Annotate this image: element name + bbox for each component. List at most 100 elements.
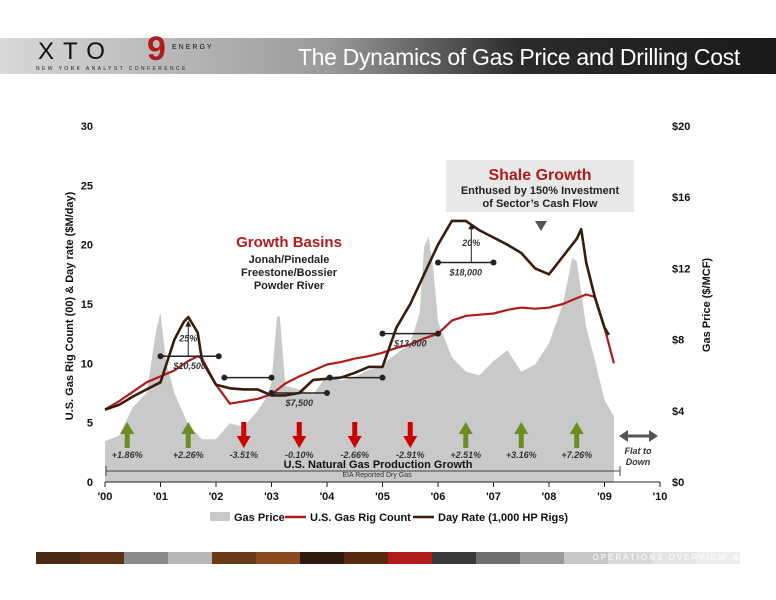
annotation-layer: Growth Basins Jonah/Pinedale Freestone/B… (105, 160, 658, 479)
growth-arrow-down-shaft (241, 422, 247, 437)
flat-to-down-arrow-head-right (649, 430, 658, 442)
y-right-tick-label: $16 (672, 192, 690, 204)
y-left-tick-label: 0 (87, 477, 93, 489)
footer-bar-segment (124, 552, 168, 564)
growth-arrow-up-shaft (124, 433, 130, 448)
x-tick-label: '03 (264, 491, 279, 503)
logo-energy: ENERGY (172, 44, 214, 51)
footer-bar-segment (256, 552, 300, 564)
rig-count-line (104, 293, 615, 411)
callout-growth-basins-line: Freestone/Bossier (241, 267, 338, 279)
cost-range-dot (379, 374, 386, 381)
flat-to-down-label: Down (626, 457, 651, 467)
cost-range-label: $7,500 (284, 398, 313, 408)
line-series-layer (104, 219, 615, 411)
footer-bar-segment (564, 552, 608, 564)
callout-shale-growth-box (446, 160, 634, 212)
logo-subtitle: NEW YORK ANALYST CONFERENCE (36, 66, 188, 72)
footer-bar-segment (476, 552, 520, 564)
growth-pct-label: +2.26% (173, 450, 204, 460)
page-number: 6 (733, 553, 740, 562)
gas-price-area (105, 236, 614, 482)
cost-range-dot (379, 330, 386, 337)
footer-bar-segment (388, 552, 432, 564)
callout-shale-growth-line: of Sector’s Cash Flow (483, 198, 598, 210)
callout-shale-pointer (535, 221, 547, 231)
cost-range-dot (221, 374, 228, 381)
growth-arrow-up-head (458, 422, 473, 434)
x-tick-label: '06 (431, 491, 446, 503)
growth-arrow-up-head (569, 422, 584, 434)
growth-pct-label: +3.16% (506, 450, 537, 460)
cost-range-dot (490, 259, 497, 266)
x-tick-label: '09 (597, 491, 612, 503)
growth-pct-label: -3.51% (229, 450, 258, 460)
footer-label: OPERATIONS OVERVIEW 6 (592, 553, 740, 562)
y-left-tick-label: 20 (81, 240, 93, 252)
callout-shale-growth-line: Enthused by 150% Investment (461, 185, 620, 197)
y-axis-right-label: Gas Price ($/MCF) (701, 258, 713, 352)
logo-wordmark: XTO (38, 38, 114, 65)
legend-label-rig-count: U.S. Gas Rig Count (310, 512, 411, 524)
growth-arrow-up-head (514, 422, 529, 434)
production-growth-sublabel: EIA Reported Dry Gas (342, 472, 412, 479)
pct-arrow-head (468, 223, 475, 230)
x-tick-label: '07 (486, 491, 501, 503)
growth-pct-label: -0.10% (285, 450, 314, 460)
cost-range-dot (268, 374, 275, 381)
cost-range-dot (268, 390, 275, 396)
growth-arrow-down-shaft (407, 422, 413, 437)
legend-label-day-rate: Day Rate (1,000 HP Rigs) (438, 512, 568, 524)
pct-label: 20% (461, 238, 480, 248)
footer-bar-segment (432, 552, 476, 564)
y-right-tick-label: $0 (672, 477, 684, 489)
legend-swatch-gas-price (210, 512, 230, 521)
y-right-tick-label: $4 (672, 406, 685, 418)
axes-layer: U.S. Gas Rig Count (00) & Day rate ($M/d… (64, 121, 713, 503)
cost-range-dot (435, 259, 441, 266)
y-right-tick-label: $12 (672, 263, 690, 275)
footer-bar-segment (344, 552, 388, 564)
growth-pct-label: +2.51% (450, 450, 481, 460)
cost-range-label: $10,500 (172, 361, 206, 371)
footer-section: OPERATIONS OVERVIEW (592, 553, 728, 562)
cost-range-label: $13,000 (393, 339, 427, 349)
callout-growth-basins-line: Jonah/Pinedale (249, 254, 330, 266)
y-left-tick-label: 10 (81, 358, 93, 370)
y-left-tick-label: 15 (81, 299, 93, 311)
y-left-tick-label: 5 (87, 418, 93, 430)
footer-bar-segment (696, 552, 740, 564)
y-left-tick-label: 30 (81, 121, 93, 133)
footer-bar-segment (652, 552, 696, 564)
legend-label-gas-price: Gas Price (234, 512, 285, 524)
x-tick-label: '04 (320, 491, 336, 503)
y-right-tick-label: $8 (672, 335, 684, 347)
cost-range-dot (326, 374, 333, 381)
footer-bar-segment (80, 552, 124, 564)
growth-arrow-up-shaft (518, 433, 524, 448)
day-rate-line (104, 219, 611, 411)
cost-range-dot (157, 353, 164, 360)
pct-arrow-head (185, 320, 192, 327)
footer-bar-segment (520, 552, 564, 564)
x-tick-label: '00 (98, 491, 113, 503)
y-left-tick-label: 25 (81, 180, 93, 192)
pct-label: 25% (178, 333, 197, 343)
cost-range-dot (324, 390, 330, 396)
footer-bar-segment (36, 552, 80, 564)
callout-growth-basins-box (220, 228, 358, 296)
growth-arrow-down-head (347, 436, 362, 448)
logo-nine: 9 (147, 30, 166, 68)
footer-color-bar (36, 552, 740, 564)
growth-arrow-down-head (403, 436, 418, 448)
footer-bar-segment (608, 552, 652, 564)
growth-pct-label: -2.66% (340, 450, 369, 460)
growth-arrow-up-shaft (463, 433, 469, 448)
growth-arrow-down-shaft (352, 422, 358, 437)
cost-range-label: $18,000 (448, 267, 482, 277)
x-tick-label: '08 (542, 491, 557, 503)
title-bar (0, 38, 776, 74)
footer-bar-segment (212, 552, 256, 564)
production-growth-label: U.S. Natural Gas Production Growth (284, 459, 473, 471)
